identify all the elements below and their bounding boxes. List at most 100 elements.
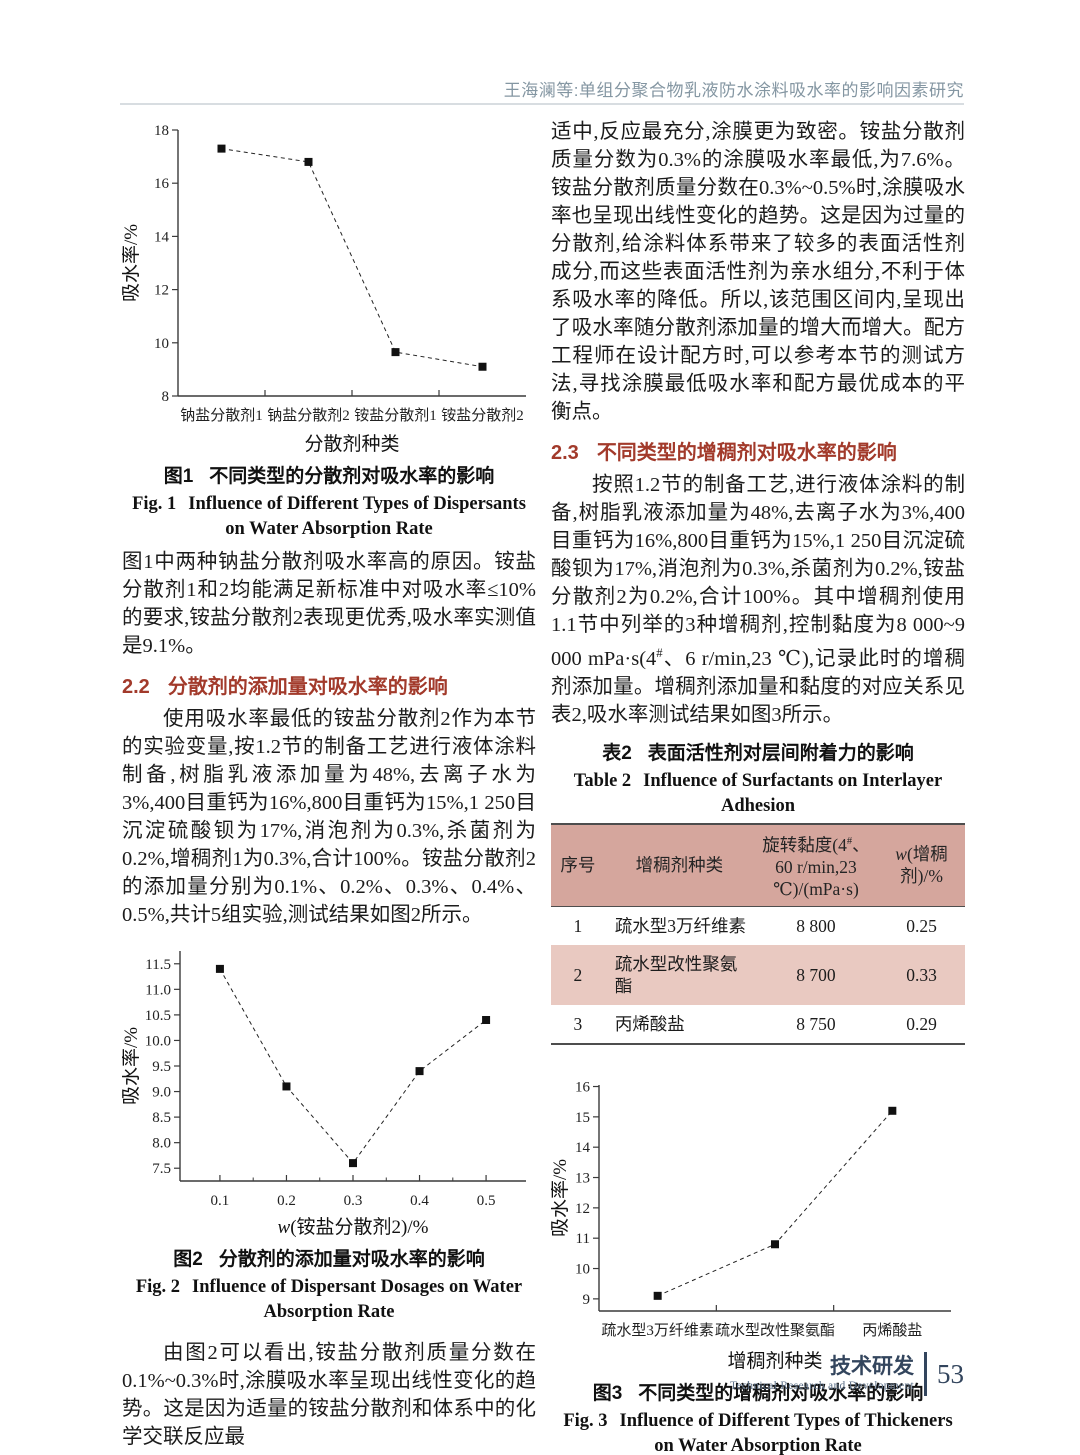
svg-text:7.5: 7.5 <box>152 1161 171 1177</box>
cell-type: 疏水型改性聚氨酯 <box>614 953 738 996</box>
fig2-caption-cn: 图2 分散剂的添加量对吸水率的影响 <box>122 1247 536 1273</box>
footer-section-cn: 技术研发 <box>830 1354 914 1378</box>
svg-text:12: 12 <box>154 283 169 299</box>
svg-text:0.2: 0.2 <box>277 1193 296 1209</box>
th-w-thickener: w(增稠剂)/% <box>878 823 965 907</box>
two-column-layout: 8 10 12 14 16 18 钠盐分散剂1 钠盐分散剂2 铵盐分散剂1 铵盐分散剂2 吸水率/%… <box>122 118 965 1455</box>
svg-text:10.0: 10.0 <box>145 1033 171 1049</box>
table-row: 1 疏水型3万纤维素 8 800 0.25 <box>551 906 965 945</box>
svg-text:吸水率/%: 吸水率/% <box>122 224 142 302</box>
svg-text:0.1: 0.1 <box>211 1193 230 1209</box>
fig1-caption-en: Fig. 1 Influence of Different Types of Di… <box>129 492 529 542</box>
svg-text:18: 18 <box>154 123 169 139</box>
figure-3: 9 10 11 12 13 14 15 16 疏水型3万纤维素 疏水型改性聚氨酯 丙烯酸盐 吸水率/%… <box>551 1073 965 1455</box>
fig1-title-en: Influence of Different Types of Dispersa… <box>188 494 526 539</box>
fig3-caption-cn: 图3 不同类型的增稠剂对吸水率的影响 <box>551 1381 965 1407</box>
paragraph-after-fig1: 图1中两种钠盐分散剂吸水率高的原因。铵盐分散剂1和2均能满足新标准中对吸水率≤1… <box>122 551 536 657</box>
paragraph-after-fig2: 由图2可以看出,铵盐分散剂质量分数在0.1%~0.3%时,涂膜吸水率呈现出线性变… <box>122 1342 536 1448</box>
svg-text:16: 16 <box>154 176 170 192</box>
running-head: 王海澜等:单组分聚合物乳液防水涂料吸水率的影响因素研究 <box>120 76 964 101</box>
table-row: 2 疏水型改性聚氨酯 8 700 0.33 <box>551 944 965 1005</box>
footer-section: 技术研发 Technical Research and Development <box>730 1355 914 1394</box>
paragraph-2-3: 按照1.2节的制备工艺,进行液体涂料的制备,树脂乳液添加量为48%,去离子水为3… <box>551 471 965 729</box>
fig3-title-cn: 不同类型的增稠剂对吸水率的影响 <box>638 1382 924 1404</box>
cell-type: 丙烯酸盐 <box>614 1013 685 1034</box>
svg-text:吸水率/%: 吸水率/% <box>122 1027 142 1105</box>
svg-text:8.5: 8.5 <box>152 1110 171 1126</box>
fig3-line-chart: 9 10 11 12 13 14 15 16 疏水型3万纤维素 疏水型改性聚氨酯 丙烯酸盐 吸水率/%… <box>551 1073 967 1375</box>
fig3-caption: 图3 不同类型的增稠剂对吸水率的影响 Fig. 3 Influence of Dif… <box>551 1381 965 1455</box>
table-2-body: 1 疏水型3万纤维素 8 800 0.25 2 疏水型改性聚氨酯 8 700 0… <box>551 906 965 1044</box>
section-heading-2-3: 2.3 不同类型的增稠剂对吸水率的影响 <box>551 436 965 465</box>
fig1-line-chart: 8 10 12 14 16 18 钠盐分散剂1 钠盐分散剂2 铵盐分散剂1 铵盐分散剂2 吸水率/%… <box>122 118 542 458</box>
fig3-title-en: Influence of Different Types of Thickene… <box>619 1410 953 1455</box>
cell-type: 疏水型3万纤维素 <box>614 915 747 936</box>
svg-text:8.0: 8.0 <box>152 1136 171 1152</box>
fig2-label-en: Fig. 2 <box>135 1277 181 1297</box>
table2-caption: 表2 表面活性剂对层间附着力的影响 Table 2 Influence of Sur… <box>551 741 965 819</box>
figure-2: 7.5 8.0 8.5 9.0 9.5 10.0 10.5 11.0 11.5 0.1 0.2 0.3… <box>122 939 536 1325</box>
cell-viscosity: 8 750 <box>796 1013 836 1034</box>
svg-text:16: 16 <box>575 1079 591 1095</box>
th-w-rest: (增稠剂)/% <box>900 844 948 887</box>
table2-title-cn: 表面活性剂对层间附着力的影响 <box>647 742 914 764</box>
page-number: 53 <box>937 1358 964 1389</box>
svg-text:钠盐分散剂2: 钠盐分散剂2 <box>267 407 350 424</box>
fig3-caption-en: Fig. 3 Influence of Different Types of Th… <box>558 1409 958 1455</box>
fig3-label-cn: 图3 <box>592 1382 623 1404</box>
svg-text:丙烯酸盐: 丙烯酸盐 <box>862 1322 922 1339</box>
fig1-caption: 图1 不同类型的分散剂对吸水率的影响 Fig. 1 Influence of Dif… <box>122 464 536 542</box>
section-number: 2.3 <box>551 442 579 464</box>
svg-text:0.3: 0.3 <box>344 1193 363 1209</box>
fig2-line-chart: 7.5 8.0 8.5 9.0 9.5 10.0 10.5 11.0 11.5 0.1 0.2 0.3… <box>122 939 542 1241</box>
th-thickener-type: 增稠剂种类 <box>604 823 754 907</box>
svg-text:分散剂种类: 分散剂种类 <box>304 433 399 455</box>
superscript-hash: # <box>656 646 663 660</box>
svg-text:铵盐分散剂2: 铵盐分散剂2 <box>441 407 524 424</box>
cell-index: 1 <box>573 915 583 936</box>
svg-text:10: 10 <box>575 1261 590 1277</box>
fig1-caption-cn: 图1 不同类型的分散剂对吸水率的影响 <box>122 464 536 490</box>
th-index: 序号 <box>551 823 605 907</box>
svg-text:9.0: 9.0 <box>152 1085 171 1101</box>
svg-text:疏水型3万纤维素: 疏水型3万纤维素 <box>601 1322 714 1339</box>
fig2-title-en: Influence of Dispersant Dosages on Water… <box>192 1277 523 1322</box>
table2-caption-en: Table 2 Influence of Surfactants on Inter… <box>558 769 958 819</box>
fig3-label-en: Fig. 3 <box>563 1410 608 1431</box>
table-row: 3 丙烯酸盐 8 750 0.29 <box>551 1005 965 1044</box>
table2-label-cn: 表2 <box>602 742 632 764</box>
table2-caption-cn: 表2 表面活性剂对层间附着力的影响 <box>551 741 965 767</box>
svg-text:铵盐分散剂1: 铵盐分散剂1 <box>354 407 437 424</box>
paragraph-continued: 适中,反应最充分,涂膜更为致密。铵盐分散剂质量分数为0.3%的涂膜吸水率最低,为… <box>551 121 965 423</box>
th-viscosity-text: 旋转黏度(4 <box>762 834 847 855</box>
svg-text:疏水型改性聚氨酯: 疏水型改性聚氨酯 <box>715 1322 835 1339</box>
paragraph-2-3-text-cont: 、6 r/min,23 ℃),记录此时的增稠剂添加量。增稠剂添加量和黏度的对应关… <box>551 647 965 726</box>
section-heading-2-2: 2.2 分散剂的添加量对吸水率的影响 <box>122 670 536 699</box>
svg-text:0.5: 0.5 <box>477 1193 496 1209</box>
fig1-title-cn: 不同类型的分散剂对吸水率的影响 <box>209 466 495 487</box>
svg-text:10.5: 10.5 <box>145 1008 171 1024</box>
svg-text:15: 15 <box>575 1110 590 1126</box>
table-2-header: 序号 增稠剂种类 旋转黏度(4#、60 r/min,23 ℃)/(mPa·s) … <box>551 823 965 907</box>
superscript-hash: # <box>846 835 853 847</box>
table2-label-en: Table 2 <box>573 770 632 791</box>
svg-text:钠盐分散剂1: 钠盐分散剂1 <box>180 407 263 424</box>
svg-text:吸水率/%: 吸水率/% <box>551 1158 571 1236</box>
svg-text:10: 10 <box>154 336 169 352</box>
svg-text:13: 13 <box>575 1170 590 1186</box>
fig2-caption-en: Fig. 2 Influence of Dispersant Dosages on… <box>129 1275 529 1325</box>
running-head-text: 王海澜等:单组分聚合物乳液防水涂料吸水率的影响因素研究 <box>503 81 964 100</box>
right-column: 适中,反应最充分,涂膜更为致密。铵盐分散剂质量分数为0.3%的涂膜吸水率最低,为… <box>551 118 965 1455</box>
cell-w: 0.33 <box>906 964 937 985</box>
footer-divider <box>924 1352 927 1396</box>
th-viscosity-text-cont: 、60 r/min,23 ℃)/(mPa·s) <box>773 834 870 899</box>
cell-index: 3 <box>573 1013 583 1034</box>
cell-viscosity: 8 700 <box>796 964 836 985</box>
th-w-italic: w <box>895 844 907 865</box>
svg-text:11.5: 11.5 <box>145 957 171 973</box>
table-2: 序号 增稠剂种类 旋转黏度(4#、60 r/min,23 ℃)/(mPa·s) … <box>551 822 965 1045</box>
section-title: 分散剂的添加量对吸水率的影响 <box>167 676 448 698</box>
cell-w: 0.29 <box>906 1013 937 1034</box>
th-viscosity: 旋转黏度(4#、60 r/min,23 ℃)/(mPa·s) <box>753 823 879 907</box>
